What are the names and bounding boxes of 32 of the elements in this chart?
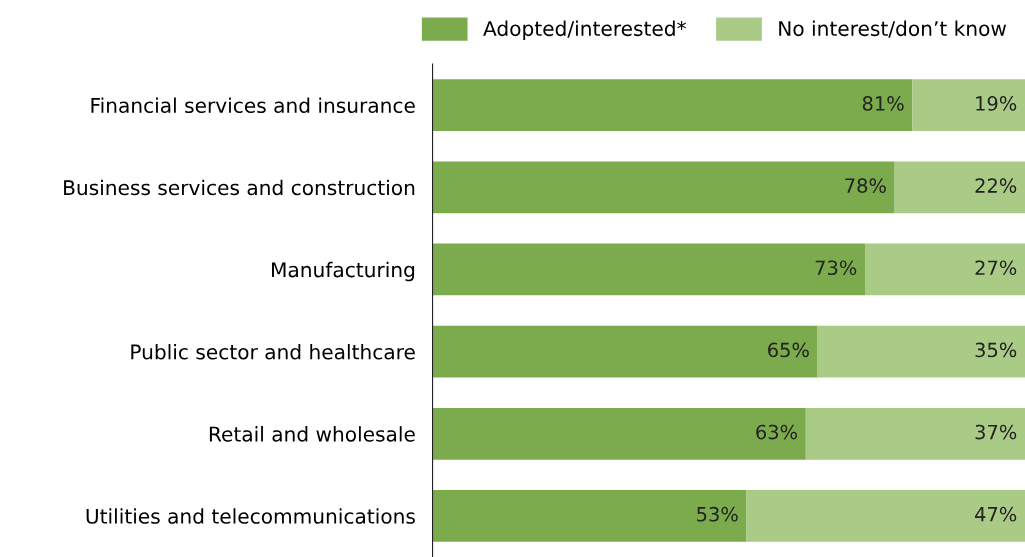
y-tick-label: Utilities and telecommunications	[86, 508, 415, 524]
legend-label: No interest/don’t know	[779, 20, 1007, 38]
bar	[894, 161, 1025, 214]
data-label: 81%	[862, 96, 904, 111]
data-label: 73%	[815, 260, 857, 276]
data-label: 78%	[845, 178, 886, 193]
y-tick-label: Business services and construction	[64, 179, 415, 196]
data-label: 65%	[768, 342, 809, 358]
bar	[432, 407, 806, 460]
y-tick-label: Financial services and insurance	[91, 97, 415, 114]
bar	[805, 407, 1025, 460]
bar	[432, 161, 895, 214]
bar	[432, 325, 818, 378]
y-tick-label: Public sector and healthcare	[131, 343, 415, 360]
data-label: 47%	[975, 506, 1017, 522]
data-label: 35%	[975, 342, 1017, 358]
bar	[817, 325, 1025, 378]
legend-label: Adopted/interested*	[483, 20, 687, 41]
y-tick-label: Manufacturing	[272, 261, 415, 282]
bar	[865, 243, 1025, 296]
bar	[432, 490, 747, 542]
y-tick-label: Retail and wholesale	[209, 426, 415, 442]
bar	[746, 490, 1025, 542]
data-label: 27%	[975, 260, 1017, 276]
data-label: 63%	[756, 424, 798, 440]
bar	[912, 79, 1025, 132]
data-label: 53%	[697, 506, 738, 522]
bar	[432, 243, 866, 296]
data-label: 19%	[976, 96, 1017, 111]
data-label: 22%	[975, 178, 1017, 193]
data-label: 37%	[975, 424, 1017, 440]
bar	[432, 79, 913, 132]
